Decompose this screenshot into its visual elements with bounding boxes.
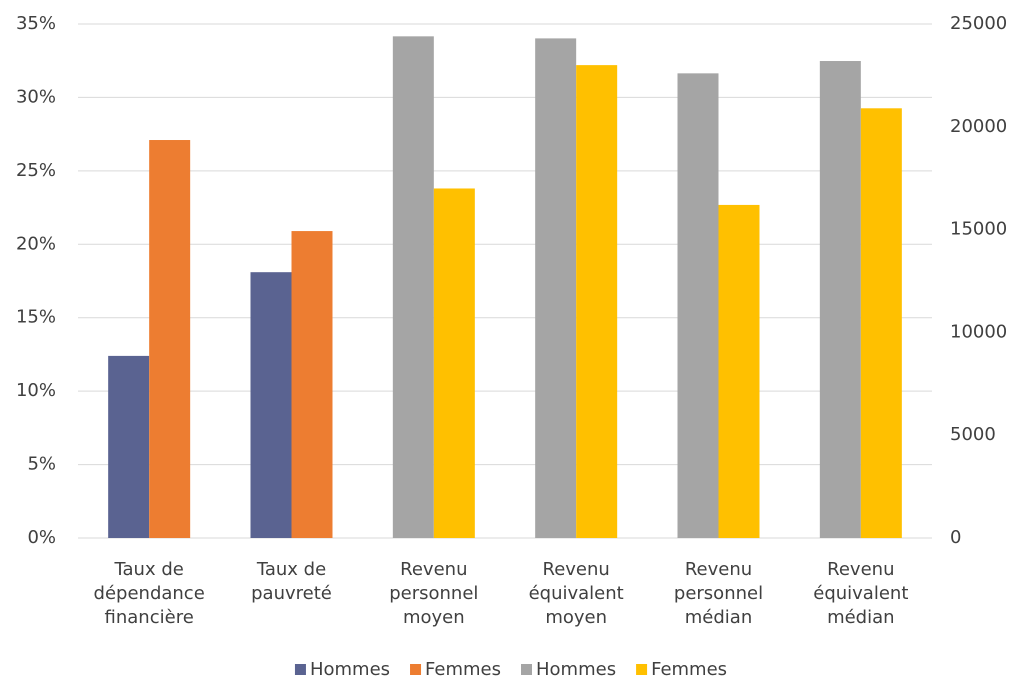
x-tick-label: Taux de — [114, 559, 184, 580]
x-tick-label: Revenu — [400, 559, 467, 580]
x-tick-label: moyen — [403, 607, 465, 628]
x-tick-label: personnel — [674, 583, 763, 604]
bar — [677, 73, 719, 539]
x-tick-label: Revenu — [685, 559, 752, 580]
x-tick-label: Taux de — [256, 559, 326, 580]
bar — [291, 231, 333, 538]
x-tick-label: personnel — [389, 583, 478, 604]
bar — [535, 38, 577, 538]
x-tick-label: médian — [685, 607, 752, 628]
bar — [718, 204, 760, 539]
y-tick-label: 5% — [27, 454, 56, 475]
y2-tick-label: 5000 — [950, 424, 996, 445]
y-tick-label: 0% — [27, 527, 56, 548]
legend-swatch — [521, 664, 532, 675]
bar — [149, 140, 191, 538]
y2-tick-label: 10000 — [950, 321, 1007, 342]
bar — [108, 355, 150, 538]
legend-swatch — [294, 664, 306, 675]
x-tick-label: moyen — [545, 607, 607, 628]
x-tick-label: équivalent — [529, 583, 624, 604]
legend-swatch — [636, 664, 648, 675]
y-tick-label: 30% — [16, 86, 56, 107]
x-tick-label: financière — [105, 607, 194, 628]
y-tick-label: 25% — [16, 160, 56, 181]
x-tick-label: médian — [827, 607, 894, 628]
x-tick-label: Revenu — [543, 559, 610, 580]
bar — [433, 188, 475, 539]
y-tick-label: 20% — [16, 233, 56, 254]
legend-label: Hommes — [536, 659, 616, 680]
y2-tick-label: 25000 — [950, 13, 1007, 34]
bar — [819, 61, 861, 539]
y-tick-label: 15% — [16, 307, 56, 328]
y2-tick-label: 0 — [950, 527, 961, 548]
x-tick-label: pauvreté — [251, 583, 332, 604]
legend-label: Femmes — [425, 659, 501, 680]
x-tick-label: équivalent — [813, 583, 908, 604]
legend-label: Femmes — [651, 659, 727, 680]
bar — [392, 36, 434, 538]
y2-tick-label: 20000 — [950, 116, 1007, 137]
bar — [576, 65, 618, 539]
y-tick-label: 10% — [16, 380, 56, 401]
bar — [860, 108, 902, 539]
x-tick-label: Revenu — [827, 559, 894, 580]
y-tick-label: 35% — [16, 13, 56, 34]
legend-swatch — [410, 664, 422, 675]
x-tick-label: dépendance — [94, 583, 205, 604]
bar — [250, 272, 292, 538]
y2-tick-label: 15000 — [950, 219, 1007, 240]
legend-label: Hommes — [310, 659, 390, 680]
